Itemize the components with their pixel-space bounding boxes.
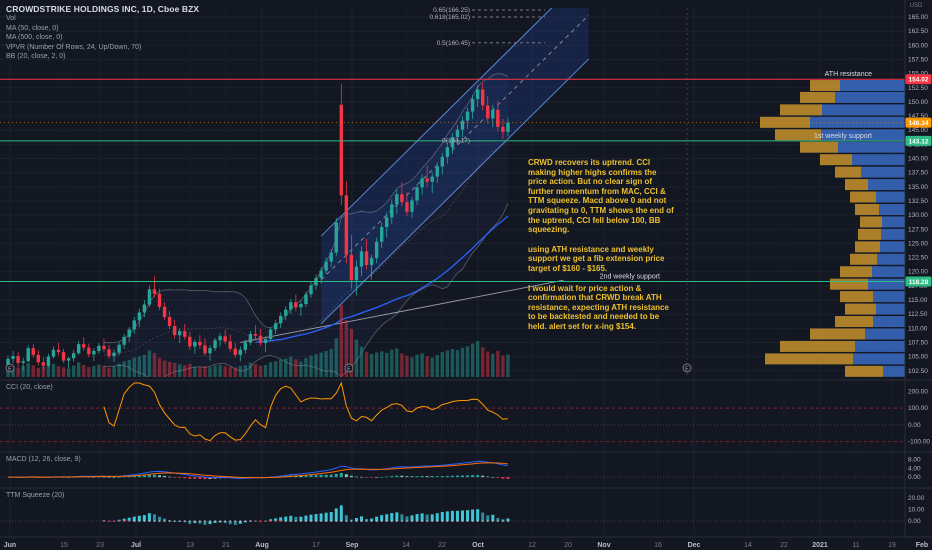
earnings-marker-icon	[5, 363, 15, 373]
level-label: 1st weekly support	[814, 133, 872, 140]
svg-text:152.50: 152.50	[908, 85, 928, 92]
indicator-ma50[interactable]: MA (50, close, 0)	[6, 24, 59, 32]
symbol-legend: CROWDSTRIKE HOLDINGS INC, 1D, Cboe BZX V…	[6, 4, 199, 62]
svg-text:127.50: 127.50	[908, 226, 928, 233]
svg-text:21: 21	[222, 542, 230, 549]
svg-text:115.00: 115.00	[908, 297, 928, 304]
svg-text:4.00: 4.00	[908, 465, 921, 472]
svg-text:22: 22	[780, 542, 788, 549]
svg-text:162.50: 162.50	[908, 28, 928, 35]
svg-text:16: 16	[654, 542, 662, 549]
svg-text:146.34: 146.34	[909, 120, 929, 127]
ttm-pane-legend[interactable]: TTM Squeeze (20)	[6, 492, 65, 499]
svg-text:11: 11	[852, 542, 859, 549]
svg-text:14: 14	[402, 542, 410, 549]
svg-text:107.50: 107.50	[908, 339, 928, 346]
svg-text:165.00: 165.00	[908, 14, 928, 21]
svg-text:10.00: 10.00	[908, 507, 925, 514]
svg-text:125.00: 125.00	[908, 240, 928, 247]
svg-text:0.00: 0.00	[908, 474, 921, 481]
fib-label: 0.65(166.25)	[433, 7, 470, 14]
cci-pane-legend[interactable]: CCI (20, close)	[6, 384, 53, 391]
svg-text:0.00: 0.00	[908, 422, 921, 429]
svg-text:110.00: 110.00	[908, 325, 928, 332]
svg-text:20.00: 20.00	[908, 495, 925, 502]
svg-text:17: 17	[312, 542, 320, 549]
svg-text:Aug: Aug	[255, 542, 269, 549]
currency-label: USD	[910, 3, 923, 9]
svg-text:122.50: 122.50	[908, 255, 928, 262]
svg-text:Feb: Feb	[916, 542, 928, 549]
svg-text:130.00: 130.00	[908, 212, 928, 219]
svg-text:-100.00: -100.00	[908, 439, 930, 446]
indicator-volume[interactable]: Vol	[6, 15, 16, 22]
svg-text:8.00: 8.00	[908, 456, 921, 463]
macd-pane-legend[interactable]: MACD (12, 26, close, 9)	[6, 456, 81, 463]
level-label: 2nd weekly support	[600, 273, 660, 280]
annotation-paragraph: I would wait for price action & confirma…	[528, 283, 669, 331]
svg-text:12: 12	[528, 542, 536, 549]
svg-text:145.00: 145.00	[908, 127, 928, 134]
level-label: ATH resistance	[825, 71, 872, 78]
svg-text:155.00: 155.00	[908, 71, 928, 78]
svg-text:0.00: 0.00	[908, 518, 921, 525]
svg-text:19: 19	[888, 542, 896, 549]
svg-text:147.50: 147.50	[908, 113, 928, 120]
fib-label: 0.618(165.02)	[430, 14, 470, 21]
svg-text:13: 13	[186, 542, 194, 549]
svg-text:15: 15	[60, 542, 68, 549]
svg-text:22: 22	[438, 542, 446, 549]
svg-text:120.00: 120.00	[908, 269, 928, 276]
svg-text:2021: 2021	[812, 542, 828, 549]
price-axis[interactable]	[905, 0, 932, 550]
svg-text:112.50: 112.50	[908, 311, 928, 318]
svg-text:23: 23	[96, 542, 104, 549]
annotation-paragraph: CRWD recovers its uptrend. CCI making hi…	[528, 158, 674, 235]
svg-text:Sep: Sep	[346, 542, 359, 549]
svg-text:140.00: 140.00	[908, 156, 928, 163]
svg-text:143.12: 143.12	[909, 138, 929, 145]
svg-text:Jul: Jul	[131, 542, 141, 549]
svg-text:132.50: 132.50	[908, 198, 928, 205]
fib-label: 0.5(160.45)	[437, 40, 470, 47]
svg-text:E: E	[347, 367, 351, 373]
svg-text:Jun: Jun	[4, 542, 16, 549]
svg-text:Nov: Nov	[597, 542, 610, 549]
price-chip	[905, 135, 932, 146]
svg-text:137.50: 137.50	[908, 170, 928, 177]
fib-label: 0(143.17)	[442, 138, 470, 145]
svg-text:Oct: Oct	[472, 542, 484, 549]
svg-text:E: E	[685, 367, 689, 373]
svg-text:200.00: 200.00	[908, 388, 928, 395]
svg-text:14: 14	[744, 542, 752, 549]
earnings-marker-icon	[682, 363, 692, 373]
svg-text:150.00: 150.00	[908, 99, 928, 106]
svg-text:118.28: 118.28	[909, 279, 929, 286]
annotation-paragraph: using ATH resistance and weekly support …	[528, 244, 665, 273]
annotation-note[interactable]: CRWD recovers its uptrend. CCI making hi…	[528, 158, 674, 342]
earnings-marker-icon	[344, 363, 354, 373]
svg-text:105.00: 105.00	[908, 354, 928, 361]
price-chip	[905, 276, 932, 287]
svg-text:Dec: Dec	[688, 542, 701, 549]
svg-text:154.02: 154.02	[909, 77, 929, 84]
svg-text:20: 20	[564, 542, 572, 549]
svg-text:160.00: 160.00	[908, 42, 928, 49]
svg-text:102.50: 102.50	[908, 368, 928, 375]
indicator-bb[interactable]: BB (20, close, 2, 0)	[6, 53, 66, 61]
indicator-ma500[interactable]: MA (500, close, 0)	[6, 34, 63, 42]
svg-text:135.00: 135.00	[908, 184, 928, 191]
svg-text:157.50: 157.50	[908, 57, 928, 64]
indicator-vpvr[interactable]: VPVR (Number Of Rows, 24, Up/Down, 70)	[6, 43, 142, 51]
svg-text:100.00: 100.00	[908, 405, 928, 412]
price-chip	[905, 74, 932, 85]
svg-text:E: E	[8, 367, 12, 373]
time-axis[interactable]	[0, 538, 932, 550]
price-chip	[905, 117, 932, 128]
symbol-title[interactable]: CROWDSTRIKE HOLDINGS INC, 1D, Cboe BZX	[6, 4, 200, 14]
